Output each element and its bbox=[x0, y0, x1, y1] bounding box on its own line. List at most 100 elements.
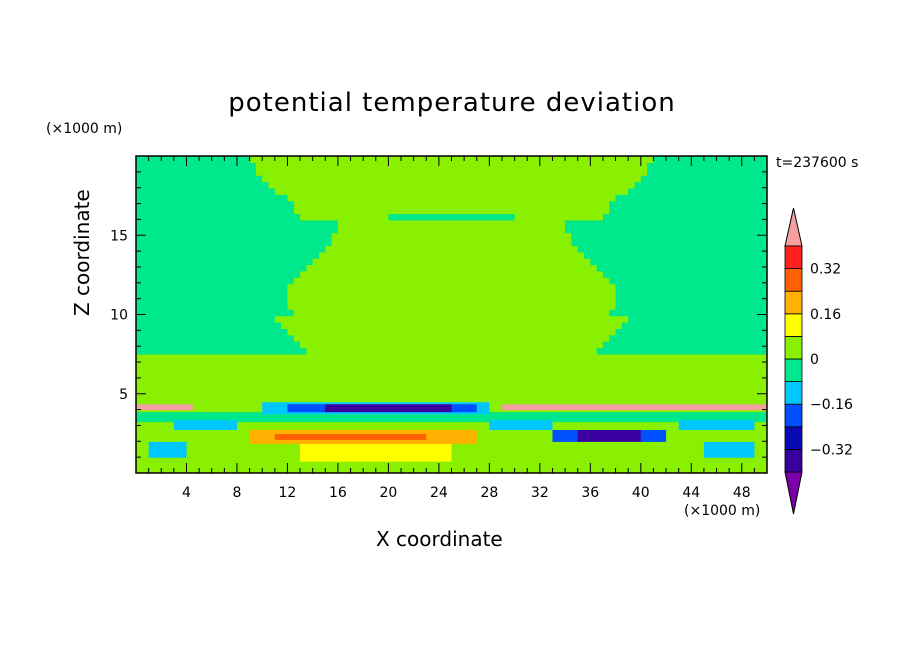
contour-cell bbox=[173, 425, 238, 429]
contour-cell bbox=[136, 334, 295, 342]
contour-cell bbox=[262, 401, 490, 405]
colorbar-box bbox=[784, 381, 803, 405]
contour-cell bbox=[388, 213, 516, 221]
contour-cell bbox=[602, 213, 767, 221]
contour-cell bbox=[300, 341, 604, 349]
contour-cell bbox=[678, 419, 755, 423]
contour-cell bbox=[426, 433, 478, 436]
contour-cell bbox=[312, 258, 591, 266]
contour-cell bbox=[136, 409, 263, 413]
contour-cell bbox=[318, 251, 585, 259]
colorbar-box bbox=[784, 403, 803, 428]
contour-cell bbox=[754, 449, 767, 452]
colorbar: −0.32 −0.16 0 0.16 0.32 bbox=[784, 207, 853, 515]
contour-cell bbox=[489, 409, 767, 413]
contour-cell bbox=[666, 429, 767, 432]
contour-cell bbox=[136, 445, 150, 448]
contour-cell bbox=[703, 453, 755, 456]
contour-cell bbox=[552, 427, 680, 431]
colorbar-box bbox=[784, 335, 803, 360]
contour-cell bbox=[666, 435, 767, 438]
contour-cell bbox=[186, 443, 301, 446]
contour-cell bbox=[136, 309, 295, 317]
contour-field bbox=[136, 156, 767, 473]
contour-cell bbox=[136, 360, 767, 368]
contour-cell bbox=[300, 270, 604, 278]
contour-cell bbox=[136, 451, 150, 454]
contour-cell bbox=[552, 431, 579, 434]
contour-cell bbox=[249, 441, 478, 444]
contour-cell bbox=[552, 425, 680, 429]
contour-cell bbox=[476, 403, 490, 407]
contour-cell bbox=[236, 419, 490, 423]
contour-cell bbox=[754, 447, 767, 450]
contour-cell bbox=[136, 423, 175, 427]
contour-cell bbox=[501, 403, 767, 407]
contour-cell bbox=[451, 451, 705, 454]
contour-cell bbox=[602, 270, 767, 278]
contour-cell bbox=[136, 181, 270, 189]
contour-cell bbox=[476, 407, 490, 411]
contour-cell bbox=[287, 328, 617, 336]
contour-cell bbox=[306, 347, 598, 355]
contour-cell bbox=[136, 449, 150, 452]
contour-cell bbox=[609, 200, 767, 208]
contour-cell bbox=[136, 213, 301, 221]
contour-cell bbox=[262, 405, 289, 409]
contour-cell bbox=[476, 439, 554, 442]
colorbar-tick-label: 0.32 bbox=[810, 262, 841, 278]
contour-cell bbox=[489, 405, 503, 409]
contour-cell bbox=[754, 453, 767, 456]
x-tick-label: 4 bbox=[182, 485, 191, 501]
contour-cell bbox=[148, 445, 188, 448]
colorbar-tick-label: 0.16 bbox=[810, 307, 841, 323]
contour-cell bbox=[173, 423, 238, 427]
contour-cell bbox=[136, 415, 767, 419]
contour-cell bbox=[262, 409, 289, 413]
x-ticks: 4 8 12 16 20 24 28 32 36 40 44 48 bbox=[148, 156, 755, 501]
contour-cell bbox=[249, 431, 478, 434]
contour-cell bbox=[325, 409, 453, 413]
contour-cell bbox=[136, 463, 767, 466]
contour-cell bbox=[293, 309, 610, 317]
contour-cell bbox=[136, 419, 175, 423]
contour-cell bbox=[136, 465, 767, 468]
contour-cell bbox=[262, 411, 490, 415]
contour-cell bbox=[136, 395, 767, 399]
contour-cell bbox=[255, 162, 648, 170]
colorbar-box bbox=[784, 268, 803, 292]
contour-cell bbox=[136, 277, 295, 285]
contour-cell bbox=[754, 445, 767, 448]
contour-cell bbox=[136, 459, 301, 462]
contour-cell bbox=[186, 453, 301, 456]
contour-cell bbox=[489, 401, 767, 405]
contour-cell bbox=[451, 403, 478, 407]
contour-cell bbox=[325, 403, 453, 407]
contour-cell bbox=[136, 187, 276, 195]
contour-cell bbox=[249, 435, 276, 438]
contour-cell bbox=[136, 435, 251, 438]
y-tick-label: 10 bbox=[110, 308, 128, 324]
contour-cell bbox=[236, 427, 490, 431]
contour-cell bbox=[136, 401, 263, 405]
colorbar-box bbox=[784, 245, 803, 270]
y-axis-label: Z coordinate bbox=[70, 189, 94, 316]
contour-cell bbox=[136, 397, 767, 401]
contour-cell bbox=[678, 427, 755, 431]
contour-cell bbox=[192, 407, 263, 411]
contour-cell bbox=[186, 441, 251, 444]
contour-cell bbox=[136, 238, 333, 246]
contour-cell bbox=[640, 437, 667, 440]
contour-cell bbox=[136, 387, 767, 391]
contour-cell bbox=[552, 437, 579, 440]
contour-cell bbox=[609, 207, 767, 215]
contour-cell bbox=[300, 445, 453, 448]
contour-cell bbox=[621, 321, 767, 329]
contour-cell bbox=[615, 283, 767, 291]
contour-cell bbox=[136, 431, 251, 434]
contour-cell bbox=[703, 445, 755, 448]
contour-cell bbox=[703, 451, 755, 454]
x-axis-unit: (×1000 m) bbox=[684, 503, 761, 519]
contour-cell bbox=[287, 405, 326, 409]
contour-cell bbox=[287, 296, 617, 304]
